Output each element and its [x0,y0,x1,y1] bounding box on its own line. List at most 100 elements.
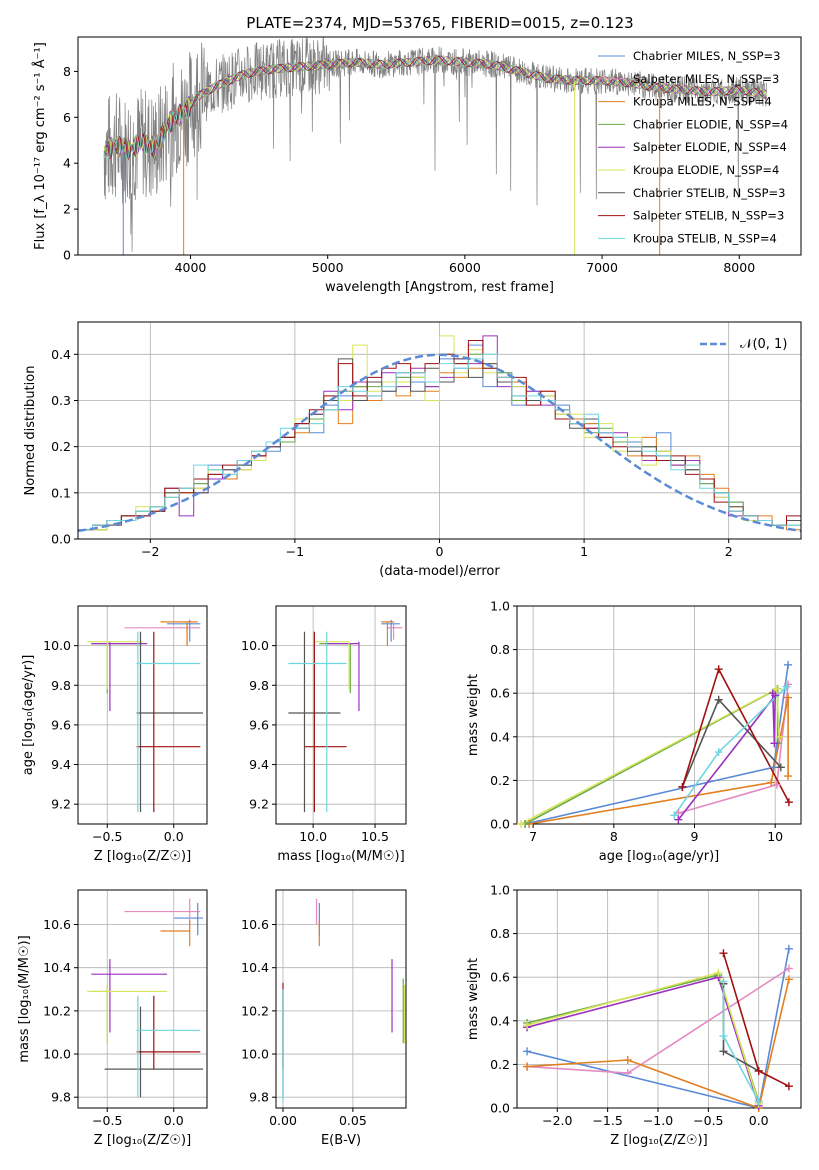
x-tick-label: −0.5 [693,1113,723,1128]
x-tick-label: −0.5 [92,829,122,844]
weight-line-orange [528,697,789,824]
x-tick-label: 1 [580,544,588,559]
legend-entry: Salpeter ELODIE, N_SSP=4 [633,140,787,154]
residuals-panel: −2 −1 0 1 2 0.0 0.1 0.2 0.3 0.4 (data-model)/error… [23,321,802,579]
y-tick-label: 10.4 [241,960,269,975]
plot-area [103,37,768,255]
legend-entry: Kroupa MILES, N_SSP=4 [633,95,772,109]
model-spectrum-cyan [103,55,767,161]
weight-marker [776,763,785,772]
x-tick-label: −1 [286,544,304,559]
ebv-vs-mass-panel: 0.00 0.05 9.8 10.0 10.2 10.4 10.6 E(B-V) [241,889,407,1148]
weight-marker [784,660,793,669]
y-tick-label: 0.4 [490,729,510,744]
y-tick-label: 9.8 [51,1090,71,1105]
legend-entry: Salpeter MILES, N_SSP=3 [633,72,779,86]
weight-marker [719,1047,728,1056]
weight-marker [775,732,784,741]
weight-marker [784,772,793,781]
y-tick-label: 10.6 [43,917,71,932]
weight-marker [714,748,723,757]
axes-frame [275,605,407,825]
x-axis-label: Z [log₁₀(Z/Z☉)] [94,849,191,864]
weight-line-dark [722,983,760,1072]
y-tick-label: 0 [63,248,71,263]
y-tick-label: 10.2 [241,1003,269,1018]
y-axis-label: Normed distribution [23,366,38,496]
x-tick-label: 4000 [175,260,207,275]
y-axis-label: Flux [f_λ 10⁻¹⁷ erg cm⁻² s⁻¹ Å⁻¹] [32,42,48,250]
x-tick-label: 7 [529,829,537,844]
x-tick-label: −1.0 [643,1113,673,1128]
y-tick-label: 10.4 [43,960,71,975]
legend-entry: Kroupa STELIB, N_SSP=4 [633,231,777,245]
weight-marker [784,964,793,973]
weight-marker [714,665,723,674]
y-tick-label: 0.0 [490,817,510,832]
mass-vs-age-panel: 10.0 10.5 9.2 9.4 9.6 9.8 10.0 mass [log₁₀(M/M☉… [241,605,407,864]
weight-marker [623,1069,632,1078]
plot-area [87,619,204,813]
x-tick-label: 6000 [449,260,481,275]
z-vs-mass-panel: −0.5 0.0 9.8 10.0 10.2 10.4 10.6 Z [log₁₀(Z/Z☉)… [17,889,208,1148]
y-tick-label: 0.3 [51,393,71,408]
y-tick-label: 0.2 [490,1057,510,1072]
y-tick-label: 9.2 [249,797,269,812]
y-tick-label: 10.6 [241,917,269,932]
y-tick-label: 9.6 [249,717,269,732]
weight-marker [719,949,728,958]
y-tick-label: 0.6 [490,686,510,701]
weight-marker [523,1047,532,1056]
weight-line-orange [527,979,790,1108]
y-tick-label: 10.0 [241,638,269,653]
y-tick-label: 0.1 [51,485,71,500]
weight-marker [670,811,679,820]
x-tick-label: −1.5 [592,1113,622,1128]
x-tick-label: −2 [141,544,159,559]
y-tick-label: 9.8 [249,1090,269,1105]
weights-z-panel: −2.0 −1.5 −1.0 −0.5 0.0 0.0 0.2 0.4 0.6 0.8 1.0 Z [… [466,883,802,1148]
x-tick-label: 2 [725,544,733,559]
x-tick-label: −2.0 [542,1113,572,1128]
weight-marker [767,778,776,787]
x-tick-label: 0 [436,544,444,559]
x-tick-label: 0.0 [164,829,184,844]
weight-marker [714,968,723,977]
weight-line-purple [677,693,777,821]
model-spectrum-dark [103,55,767,159]
axes-frame [77,36,802,256]
legend-entry: Salpeter STELIB, N_SSP=3 [633,209,784,223]
weight-marker [772,780,781,789]
x-tick-label: −0.5 [92,1113,122,1128]
y-tick-label: 9.4 [51,757,71,772]
weight-marker [784,1082,793,1091]
x-axis-label: E(B-V) [321,1133,361,1148]
y-tick-label: 9.6 [51,717,71,732]
y-tick-label: 8 [63,64,71,79]
y-tick-label: 6 [63,110,71,125]
y-tick-label: 10.0 [241,1047,269,1062]
x-tick-label: 0.05 [339,1113,367,1128]
y-axis-label: age [log₁₀(age/yr)] [21,655,36,776]
weight-marker [782,682,791,691]
x-tick-label: 0.0 [749,1113,769,1128]
legend-entry: Chabrier MILES, N_SSP=3 [633,49,780,63]
x-axis-label: mass [log₁₀(M/M☉)] [277,849,404,864]
y-tick-label: 9.4 [249,757,269,772]
x-tick-label: 10.5 [361,829,389,844]
x-tick-label: 7000 [586,260,618,275]
y-tick-label: 9.8 [249,678,269,693]
axes-frame [275,889,407,1109]
x-tick-label: 0.00 [269,1113,297,1128]
y-tick-label: 0.2 [490,773,510,788]
weight-marker [719,977,728,986]
weight-marker [784,693,793,702]
weight-marker [770,739,779,748]
x-tick-label: 9 [691,829,699,844]
weight-marker [523,1021,532,1030]
weights-age-panel: 7 8 9 10 0.0 0.2 0.4 0.6 0.8 1.0 age [log₁₀(age/yr… [466,599,802,864]
x-tick-label: 10.0 [299,829,327,844]
y-tick-label: 0.8 [490,642,510,657]
axes-frame [516,605,802,825]
histogram-cyan [78,353,801,531]
